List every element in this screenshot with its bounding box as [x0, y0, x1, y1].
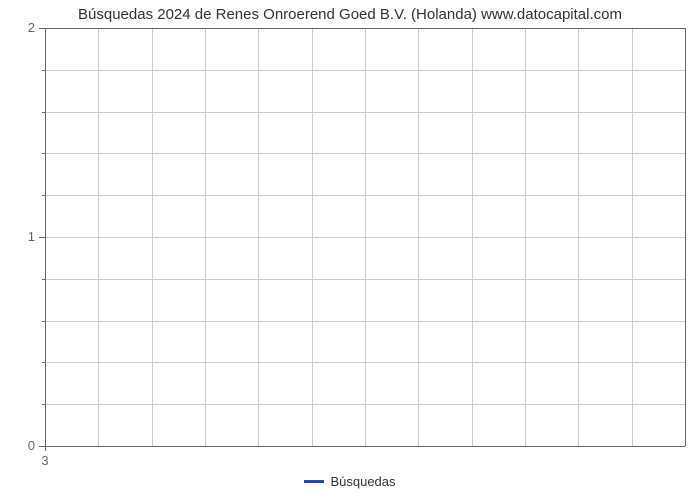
y-tick-minor [42, 321, 45, 322]
axis-border [45, 28, 685, 29]
y-tick-minor [42, 153, 45, 154]
x-tick-major [45, 446, 46, 451]
grid-line-vertical [365, 28, 366, 446]
grid-line-vertical [258, 28, 259, 446]
axis-border [45, 446, 685, 447]
y-tick-label: 1 [15, 229, 35, 244]
legend-swatch [304, 480, 324, 483]
grid-line-vertical [312, 28, 313, 446]
grid-line-vertical [418, 28, 419, 446]
y-tick-major [39, 237, 45, 238]
y-tick-minor [42, 279, 45, 280]
y-tick-minor [42, 195, 45, 196]
plot-area [45, 28, 685, 446]
chart-title: Búsquedas 2024 de Renes Onroerend Goed B… [0, 6, 700, 23]
y-tick-label: 2 [15, 20, 35, 35]
axis-border [45, 28, 46, 446]
y-tick-minor [42, 70, 45, 71]
grid-line-vertical [632, 28, 633, 446]
y-tick-major [39, 28, 45, 29]
x-tick-label: 3 [35, 453, 55, 468]
y-tick-minor [42, 404, 45, 405]
chart-container: Búsquedas 2024 de Renes Onroerend Goed B… [0, 0, 700, 500]
y-tick-label: 0 [15, 438, 35, 453]
legend: Búsquedas [0, 470, 700, 489]
legend-item: Búsquedas [304, 474, 395, 489]
grid-line-vertical [152, 28, 153, 446]
grid-line-vertical [578, 28, 579, 446]
y-tick-minor [42, 112, 45, 113]
grid-line-vertical [525, 28, 526, 446]
axis-border [685, 28, 686, 446]
grid-line-vertical [472, 28, 473, 446]
y-tick-minor [42, 362, 45, 363]
grid-line-vertical [205, 28, 206, 446]
legend-label: Búsquedas [330, 474, 395, 489]
grid-line-vertical [98, 28, 99, 446]
